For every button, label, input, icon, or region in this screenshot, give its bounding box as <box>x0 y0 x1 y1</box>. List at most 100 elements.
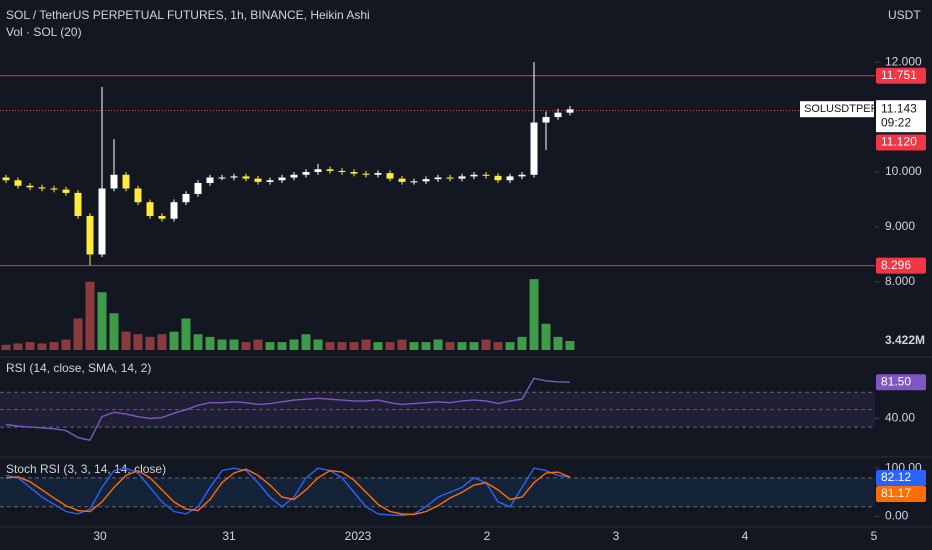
y-tick-label: 40.00 <box>885 411 915 425</box>
volume-bar <box>133 334 143 350</box>
candle-body <box>422 179 430 182</box>
volume-bar <box>181 318 191 350</box>
price-tag: 11.120 <box>881 135 917 149</box>
candle-body <box>542 117 550 123</box>
candle-body <box>50 188 58 190</box>
candle-body <box>398 178 406 182</box>
volume-bar <box>553 336 563 350</box>
volume-bar <box>421 342 431 350</box>
candle-body <box>170 202 178 219</box>
symbol-tag-bg <box>800 101 874 118</box>
x-tick-label: 2 <box>484 529 491 543</box>
candle-body <box>566 109 574 113</box>
price-tag-bg <box>876 134 926 151</box>
volume-bar <box>457 342 467 350</box>
price-tag-bg <box>876 67 926 84</box>
volume-bar <box>301 334 311 350</box>
candle-body <box>218 177 226 179</box>
candle-body <box>494 175 502 181</box>
x-tick-label: 4 <box>742 529 749 543</box>
candle-body <box>350 172 358 174</box>
countdown: 09:22 <box>881 115 911 129</box>
stoch-tag: 82.12 <box>881 470 911 484</box>
price-tag: 8.296 <box>881 258 911 272</box>
candle-body <box>26 185 34 188</box>
volume-bar <box>433 339 443 350</box>
candle-body <box>158 215 166 219</box>
volume-bar <box>109 313 119 350</box>
candle-body <box>134 188 142 203</box>
candle-body <box>62 189 70 193</box>
y-tick-label: 8.000 <box>885 274 915 288</box>
volume-bar <box>385 342 395 350</box>
volume-bar <box>325 342 335 350</box>
rsi-tag: 81.50 <box>881 374 911 388</box>
volume-bar <box>373 342 383 350</box>
candle-body <box>254 178 262 182</box>
line <box>5 468 571 516</box>
stoch-tag-bg <box>876 470 926 486</box>
candle-body <box>74 192 82 216</box>
candle-body <box>470 174 478 177</box>
candle-body <box>146 202 154 216</box>
symbol-tag: SOLUSDTPERP <box>804 103 886 115</box>
candle-body <box>182 193 190 203</box>
volume-bar <box>529 279 539 350</box>
volume-bar <box>193 334 203 350</box>
axis-label: USDT <box>888 8 921 22</box>
volume-bar <box>481 339 491 350</box>
candle-body <box>374 173 382 175</box>
x-tick-label: 2023 <box>345 529 372 543</box>
candle-body <box>266 180 274 182</box>
stoch-title: Stoch RSI (3, 3, 14, 14, close) <box>6 462 166 476</box>
candle-body <box>386 173 394 179</box>
candle-body <box>434 177 442 180</box>
x-tick-label: 31 <box>222 529 236 543</box>
volume-bar <box>169 331 179 350</box>
candle-body <box>206 177 214 183</box>
candle-body <box>530 122 538 175</box>
volume-bar <box>1 344 11 350</box>
volume-title: Vol · SOL (20) <box>6 25 82 39</box>
volume-bar <box>73 318 83 350</box>
candle-body <box>554 112 562 118</box>
volume-bar <box>61 339 71 350</box>
line <box>5 467 571 517</box>
volume-bar <box>361 339 371 350</box>
x-tick-label: 30 <box>93 529 107 543</box>
last-price: 11.143 <box>881 101 917 115</box>
volume-bar <box>37 343 47 350</box>
stoch-tag-bg <box>876 486 926 502</box>
volume-bar <box>445 342 455 350</box>
volume-bar <box>277 342 287 350</box>
candle-body <box>362 173 370 175</box>
candle-body <box>38 187 46 189</box>
volume-bar <box>49 342 59 350</box>
volume-bar <box>505 342 515 350</box>
rsi-title: RSI (14, close, SMA, 14, 2) <box>6 361 151 375</box>
rsi-tag-bg <box>876 374 926 391</box>
stoch-tag: 81.17 <box>881 486 911 500</box>
volume-bar <box>145 336 155 350</box>
volume-bar <box>493 342 503 350</box>
volume-bar <box>337 342 347 350</box>
volume-bar <box>253 339 263 350</box>
x-tick-label: 3 <box>613 529 620 543</box>
candle-body <box>302 172 310 175</box>
candle-body <box>14 180 22 186</box>
candle-body <box>2 177 10 181</box>
volume-bar <box>97 292 107 350</box>
volume-bar <box>409 342 419 350</box>
candle-body <box>230 176 238 178</box>
volume-bar <box>565 341 575 350</box>
candle-body <box>278 177 286 181</box>
volume-bar <box>469 342 479 350</box>
candle-body <box>110 174 118 189</box>
volume-bar <box>241 342 251 350</box>
volume-bar <box>25 342 35 350</box>
volume-bar <box>85 281 95 350</box>
volume-bar <box>517 336 527 350</box>
